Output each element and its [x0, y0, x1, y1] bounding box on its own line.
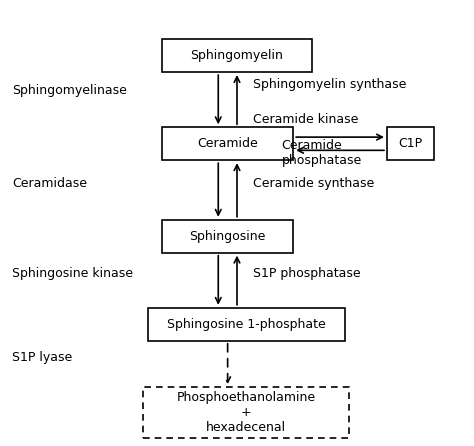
Text: S1P lyase: S1P lyase [12, 351, 73, 364]
Text: Phosphoethanolamine
+
hexadecenal: Phosphoethanolamine + hexadecenal [177, 391, 316, 434]
Text: C1P: C1P [398, 137, 422, 150]
FancyBboxPatch shape [162, 127, 293, 160]
Text: Sphingosine: Sphingosine [190, 230, 266, 243]
Text: Sphingosine 1-phosphate: Sphingosine 1-phosphate [167, 318, 326, 331]
FancyBboxPatch shape [162, 39, 312, 72]
Text: Ceramidase: Ceramidase [12, 177, 87, 190]
Text: Sphingomyelinase: Sphingomyelinase [12, 84, 127, 97]
Text: S1P phosphatase: S1P phosphatase [254, 267, 361, 280]
FancyBboxPatch shape [148, 308, 345, 341]
Text: Ceramide synthase: Ceramide synthase [254, 177, 374, 190]
Text: Sphingosine kinase: Sphingosine kinase [12, 267, 133, 280]
Text: Ceramide: Ceramide [197, 137, 258, 150]
FancyBboxPatch shape [143, 387, 349, 438]
Text: Ceramide kinase: Ceramide kinase [254, 113, 359, 126]
Text: Ceramide
phosphatase: Ceramide phosphatase [282, 139, 362, 166]
Text: Sphingomyelin synthase: Sphingomyelin synthase [254, 78, 407, 91]
FancyBboxPatch shape [387, 127, 434, 160]
Text: Sphingomyelin: Sphingomyelin [191, 49, 283, 62]
FancyBboxPatch shape [162, 220, 293, 253]
